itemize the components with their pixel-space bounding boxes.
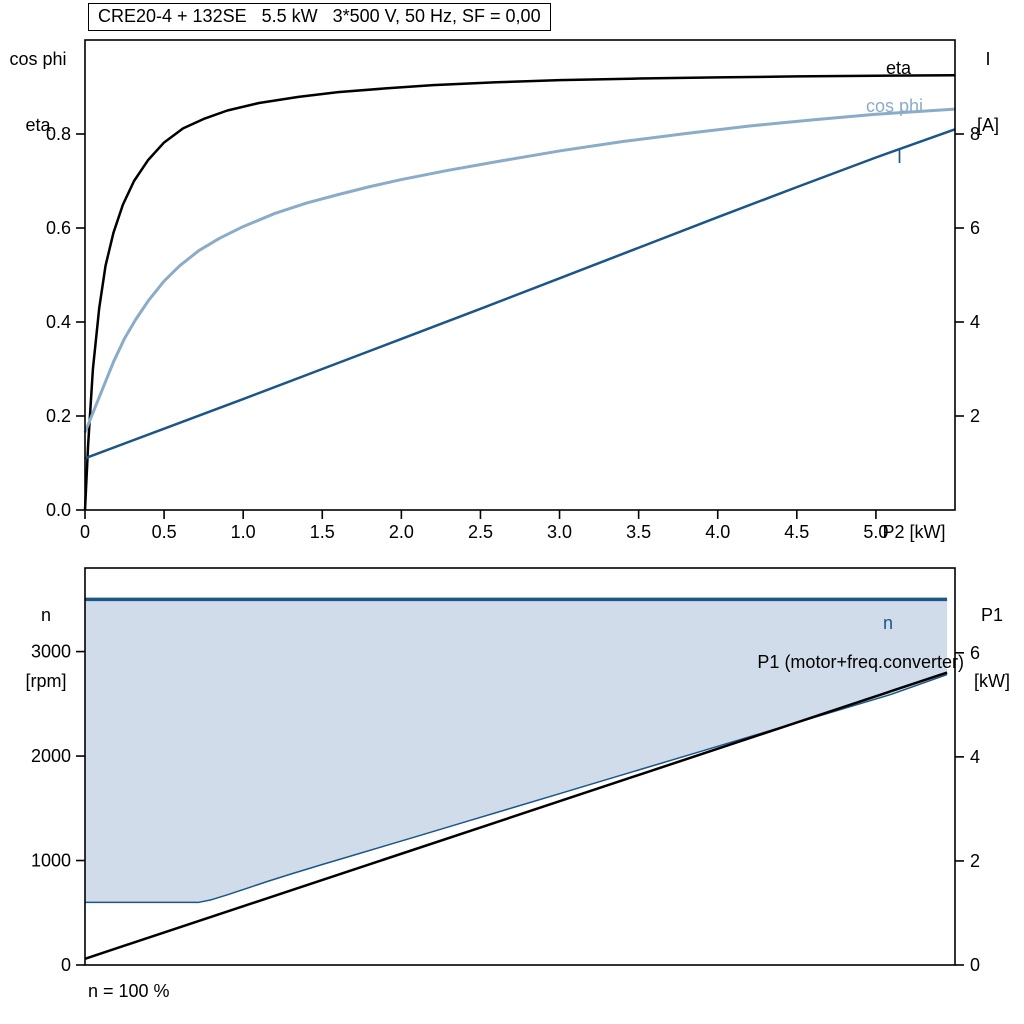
y-right-tick-label: 4 bbox=[970, 312, 980, 332]
y-left-tick-label: 0.6 bbox=[46, 218, 71, 238]
y-left-tick-label: 0.4 bbox=[46, 312, 71, 332]
x-tick-label: 2.0 bbox=[389, 522, 414, 542]
bottom-right-axis-title: P1 [kW] bbox=[966, 560, 1018, 736]
y-right-tick-label: 6 bbox=[970, 218, 980, 238]
y-right-tick-label: 2 bbox=[970, 406, 980, 426]
eta-curve-label: eta bbox=[886, 58, 912, 78]
y-right-tick-label: 2 bbox=[970, 851, 980, 871]
y-right-tick-label: 4 bbox=[970, 747, 980, 767]
axis-title-eta: eta bbox=[25, 115, 51, 135]
axis-title-rpm-unit: [rpm] bbox=[25, 671, 67, 691]
bottom-left-axis-title: n [rpm] bbox=[8, 560, 84, 736]
current-curve-label: I bbox=[897, 147, 903, 167]
x-tick-label: 3.0 bbox=[547, 522, 572, 542]
y-left-tick-label: 0.0 bbox=[46, 500, 71, 520]
plot-frame-1 bbox=[84, 567, 956, 966]
cos-phi-curve-label: cos phi bbox=[866, 96, 924, 116]
x-axis-label-p2: P2 [kW] bbox=[882, 522, 946, 542]
x-tick-label: 4.5 bbox=[784, 522, 809, 542]
x-tick-label: 1.0 bbox=[231, 522, 256, 542]
y-right-tick-label: 8 bbox=[970, 124, 980, 144]
n-curve-label: n bbox=[883, 613, 894, 633]
x-tick-label: 0.5 bbox=[152, 522, 177, 542]
x-tick-label: 4.0 bbox=[705, 522, 730, 542]
y-left-tick-label: 2000 bbox=[31, 746, 71, 766]
y-left-tick-label: 3000 bbox=[31, 642, 71, 662]
y-left-tick-label: 0 bbox=[61, 955, 71, 975]
x-tick-label: 3.5 bbox=[626, 522, 651, 542]
y-left-tick-label: 0.8 bbox=[46, 124, 71, 144]
y-right-tick-label: 6 bbox=[970, 643, 980, 663]
axis-title-kw-unit: [kW] bbox=[974, 671, 1010, 691]
axis-title-cos-phi: cos phi bbox=[9, 49, 67, 69]
y-left-tick-label: 1000 bbox=[31, 851, 71, 871]
series-cos_phi bbox=[83, 107, 956, 434]
axis-title-ampere-unit: [A] bbox=[976, 115, 999, 135]
plot-frame-0 bbox=[84, 39, 956, 511]
x-tick-label: 1.5 bbox=[310, 522, 335, 542]
axis-title-n: n bbox=[40, 605, 51, 625]
speed-operating-range-area bbox=[85, 599, 948, 903]
y-left-tick-label: 0.2 bbox=[46, 406, 71, 426]
top-right-axis-title: I [A] bbox=[964, 4, 1012, 180]
series-eta bbox=[83, 74, 956, 511]
top-left-axis-title: cos phi eta bbox=[2, 4, 74, 180]
axis-title-current: I bbox=[985, 49, 991, 69]
y-right-tick-label: 0 bbox=[970, 955, 980, 975]
speed-footnote: n = 100 % bbox=[88, 981, 170, 1001]
x-tick-label: 5.0 bbox=[863, 522, 888, 542]
axis-title-p1: P1 bbox=[980, 605, 1004, 625]
x-tick-label: 0 bbox=[80, 522, 90, 542]
x-tick-label: 2.5 bbox=[468, 522, 493, 542]
p1-curve-label: P1 (motor+freq.converter) bbox=[757, 652, 964, 672]
series-I bbox=[84, 128, 956, 460]
chart-title: CRE20-4 + 132SE 5.5 kW 3*500 V, 50 Hz, S… bbox=[88, 3, 551, 31]
series-P1 bbox=[84, 671, 948, 960]
